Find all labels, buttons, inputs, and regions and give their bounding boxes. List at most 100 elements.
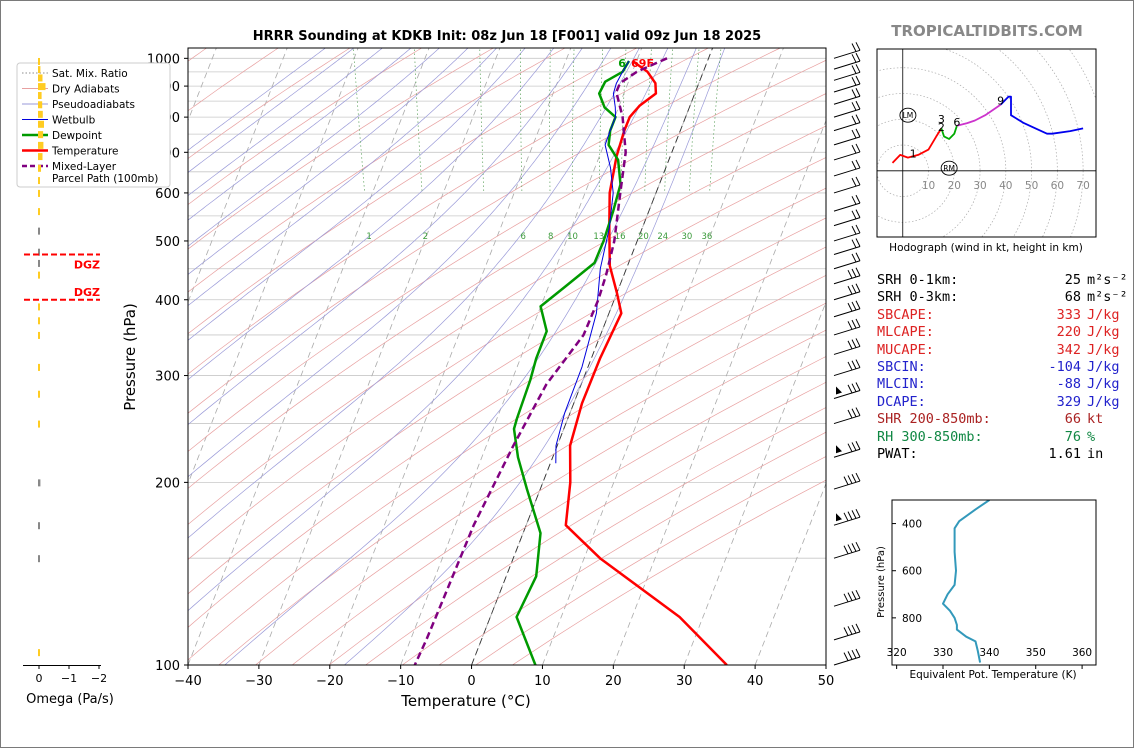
wind-barb-feather	[851, 89, 857, 98]
series-dewpoint-line	[512, 60, 631, 665]
hodograph-segment	[1000, 95, 1084, 135]
mixing-ratio-label: 13	[593, 232, 604, 242]
wind-barb	[833, 42, 861, 59]
pseudo-adiabat	[188, 48, 612, 478]
omega-bar	[38, 92, 42, 100]
wind-barb-feather	[851, 442, 857, 451]
stat-value: 1.61	[1048, 446, 1081, 462]
wind-barb-feather	[851, 253, 857, 263]
wind-barb	[833, 338, 861, 355]
stat-key: RH 300-850mb:	[877, 428, 983, 445]
wind-barb	[833, 252, 861, 270]
hodograph-tick-label: 30	[973, 180, 986, 192]
y-tick-label: 400	[155, 294, 180, 309]
wind-barb-feather	[847, 443, 853, 452]
stat-key: SBCIN:	[877, 359, 926, 375]
stat-row: DCAPE: 329 J/kg	[877, 394, 1120, 411]
dry-adiabat	[328, 356, 826, 665]
wind-barb	[833, 472, 861, 490]
wind-barb-feather	[855, 224, 861, 234]
stat-key: MLCIN:	[877, 376, 926, 393]
theta-e-y-tick-label: 600	[902, 566, 922, 578]
wind-barb-feather	[847, 592, 853, 601]
hodograph-segment	[956, 103, 1002, 127]
omega-bar	[38, 363, 40, 371]
omega-bar	[38, 177, 40, 185]
y-tick-label: 100	[155, 659, 180, 674]
wind-barb-feather	[851, 76, 857, 86]
storm-motion-label: RM	[943, 164, 955, 173]
hodograph-tick-label: 10	[922, 180, 935, 192]
wind-barb-feather	[855, 300, 861, 309]
wind-barb-feather	[855, 64, 861, 73]
mixing-ratio-label: 1	[366, 232, 371, 242]
wind-barb-feather	[855, 541, 861, 551]
wind-barb	[833, 541, 861, 559]
mixing-ratio-line	[549, 48, 551, 193]
stat-unit: m²s⁻²	[1087, 289, 1128, 306]
pseudo-adiabat	[188, 48, 555, 381]
wind-barb-feather	[847, 626, 853, 635]
omega-bar	[38, 522, 40, 530]
x-tick-label: −30	[245, 674, 272, 689]
isotherm-line	[0, 48, 4, 665]
wind-barb-feather	[847, 544, 853, 553]
wind-barb-feather	[843, 512, 849, 522]
wind-barb-feather	[851, 65, 857, 74]
mixing-ratio-line	[353, 48, 366, 193]
wind-barb-flag	[836, 386, 842, 395]
hodograph-segment	[940, 125, 958, 140]
legend-label: Mixed-Layer	[52, 161, 117, 173]
legend-label: Pseudoadiabats	[52, 99, 135, 111]
pseudo-adiabat	[188, 48, 498, 307]
wind-barb-feather	[855, 508, 861, 518]
storm-motion-marker: RM	[940, 160, 958, 176]
x-tick-label: 30	[676, 674, 693, 689]
dry-adiabat	[365, 381, 826, 665]
wind-barb-feather	[855, 100, 861, 110]
wind-barb-feather	[855, 267, 861, 277]
omega-bar	[38, 164, 41, 172]
wind-barb-feather	[851, 339, 857, 348]
stat-row: SRH 0-3km: 68 m²s⁻²	[877, 289, 1128, 306]
legend-label: Dewpoint	[52, 130, 102, 142]
theta-e-x-tick-label: 320	[887, 647, 907, 659]
wind-barb-feather	[855, 128, 861, 138]
wind-barb-feather	[855, 359, 861, 368]
wind-barb-feather	[855, 176, 861, 186]
wind-barb-feather	[851, 319, 857, 329]
storm-motion-label: LM	[903, 111, 914, 120]
height-label: 1	[910, 148, 917, 161]
wind-barb-feather	[847, 651, 853, 660]
y-tick-label: 300	[155, 370, 180, 385]
stat-key: SHR 200-850mb:	[877, 411, 991, 428]
x-tick-label: 20	[605, 674, 622, 689]
stat-value: 76	[1064, 428, 1081, 445]
dry-adiabat	[402, 407, 826, 665]
mixing-ratio-label: 10	[567, 232, 578, 242]
skewt-profiles	[413, 57, 728, 665]
dry-adiabat	[188, 48, 781, 414]
dry-adiabat	[188, 48, 279, 112]
wind-barb	[833, 143, 861, 161]
mixing-ratio-labels: 1 2 6 8 10 13 16 20 24 30 36 6 69F	[366, 57, 712, 242]
isotherm-line	[542, 48, 784, 665]
wind-barb-feather	[855, 209, 861, 218]
wind-barb-feather	[855, 114, 861, 123]
wind-barb	[833, 407, 861, 425]
wind-barb-feather	[851, 102, 857, 111]
dry-adiabat	[188, 217, 826, 628]
wind-barb	[833, 176, 861, 194]
mixing-ratio-line	[520, 48, 523, 193]
omega-bar	[38, 101, 43, 109]
dry-adiabat	[218, 274, 826, 665]
omega-bar	[38, 110, 43, 118]
pseudo-adiabat	[188, 48, 469, 275]
wind-barb-flag	[836, 445, 842, 454]
stat-value: 342	[1056, 341, 1081, 358]
wind-barb-feather	[851, 360, 857, 369]
wind-barb-feather	[847, 285, 853, 295]
wind-barb	[833, 52, 861, 70]
wind-barb-feather	[847, 409, 853, 419]
wind-barb-feather	[843, 627, 849, 636]
